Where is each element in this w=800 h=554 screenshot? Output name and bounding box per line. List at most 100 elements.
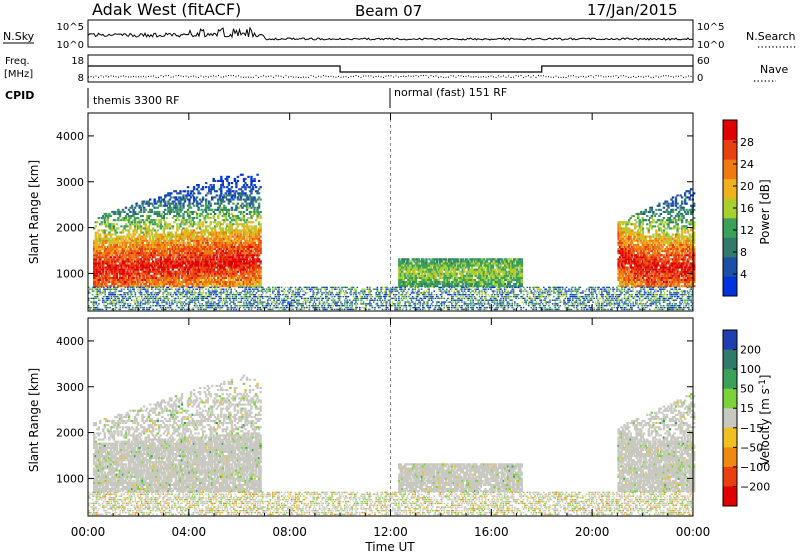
echo-cell xyxy=(257,260,261,263)
echo-cell xyxy=(141,260,144,263)
echo-cell xyxy=(100,254,103,257)
echo-cell xyxy=(464,278,467,281)
echo-cell xyxy=(217,281,220,284)
echo-cell xyxy=(197,202,200,205)
echo-cell xyxy=(150,229,153,232)
echo-cell xyxy=(132,281,135,284)
echo-cell xyxy=(152,204,155,207)
echo-cell xyxy=(626,248,629,251)
echo-cell xyxy=(176,264,179,267)
echo-cell xyxy=(251,231,255,234)
echo-cell xyxy=(513,270,516,273)
echo-cell xyxy=(623,264,626,267)
echo-cell xyxy=(212,186,215,189)
echo-cell xyxy=(250,235,253,238)
echo-cell xyxy=(236,252,240,255)
echo-cell xyxy=(149,210,152,213)
echo-cell xyxy=(634,258,637,261)
echo-cell xyxy=(218,239,221,242)
echo-cell xyxy=(239,204,243,207)
echo-cell xyxy=(174,235,178,238)
echo-cell xyxy=(141,237,144,240)
echo-cell xyxy=(203,208,206,211)
echo-cell xyxy=(618,231,622,234)
echo-cell xyxy=(168,285,172,288)
echo-cell xyxy=(182,262,185,265)
echo-cell xyxy=(516,264,519,267)
echo-cell xyxy=(203,243,206,246)
echo-cell xyxy=(235,254,238,257)
echo-cell xyxy=(171,256,175,259)
echo-cell xyxy=(194,198,197,201)
echo-cell xyxy=(429,262,433,265)
echo-cell xyxy=(136,285,140,288)
echo-cell xyxy=(401,278,404,281)
echo-cell xyxy=(520,262,523,265)
echo-cell xyxy=(135,223,138,226)
echo-cell xyxy=(467,276,470,279)
echo-cell xyxy=(135,204,138,207)
echo-cell xyxy=(223,194,226,197)
echo-cell xyxy=(414,264,418,267)
echo-cell xyxy=(247,252,250,255)
echo-cell xyxy=(239,223,243,226)
echo-cell xyxy=(224,237,227,240)
nave-dot xyxy=(633,75,634,77)
echo-cell xyxy=(167,231,170,234)
echo-cell xyxy=(205,245,208,248)
echo-cell xyxy=(126,283,129,286)
echo-cell xyxy=(111,250,114,253)
echo-cell xyxy=(198,264,202,267)
echo-cell xyxy=(105,262,108,265)
echo-cell xyxy=(114,231,117,234)
echo-cell xyxy=(214,270,217,273)
echo-cell xyxy=(195,188,199,191)
echo-cell xyxy=(239,285,243,288)
echo-cell xyxy=(251,276,255,279)
echo-cell xyxy=(448,264,451,267)
echo-cell xyxy=(454,285,457,288)
echo-cell xyxy=(191,231,194,234)
nave-dot xyxy=(393,76,394,78)
echo-cell xyxy=(117,241,120,244)
echo-cell xyxy=(114,260,117,263)
echo-cell xyxy=(235,264,238,267)
echo-cell xyxy=(247,239,250,242)
echo-cell xyxy=(215,262,218,265)
echo-cell xyxy=(179,192,182,195)
echo-cell xyxy=(440,264,443,267)
echo-cell xyxy=(479,278,483,281)
echo-cell xyxy=(245,256,249,259)
echo-cell xyxy=(94,258,97,261)
echo-cell xyxy=(176,260,179,263)
echo-cell xyxy=(132,258,135,261)
nave-dot xyxy=(300,76,302,78)
echo-cell xyxy=(156,237,159,240)
echo-cell xyxy=(96,268,99,271)
echo-cell xyxy=(195,278,199,281)
nave-dot xyxy=(628,76,629,78)
echo-cell xyxy=(464,266,467,269)
echo-cell xyxy=(203,219,206,222)
echo-cell xyxy=(201,254,205,257)
echo-cell xyxy=(451,264,454,267)
echo-cell xyxy=(634,223,637,226)
echo-cell xyxy=(223,231,226,234)
echo-cell xyxy=(497,272,501,275)
echo-cell xyxy=(241,264,244,267)
echo-cell xyxy=(195,274,199,277)
echo-cell xyxy=(173,196,176,199)
echo-cell xyxy=(150,221,153,224)
echo-cell xyxy=(229,221,232,224)
echo-cell xyxy=(446,278,449,281)
echo-cell xyxy=(176,206,179,209)
echo-cell xyxy=(186,266,190,269)
echo-cell xyxy=(103,281,106,284)
echo-cell xyxy=(127,272,131,275)
echo-cell xyxy=(410,285,413,288)
echo-cell xyxy=(253,266,256,269)
echo-cell xyxy=(479,272,483,275)
echo-cell xyxy=(629,239,632,242)
echo-cell xyxy=(127,215,131,218)
echo-cell xyxy=(189,264,193,267)
